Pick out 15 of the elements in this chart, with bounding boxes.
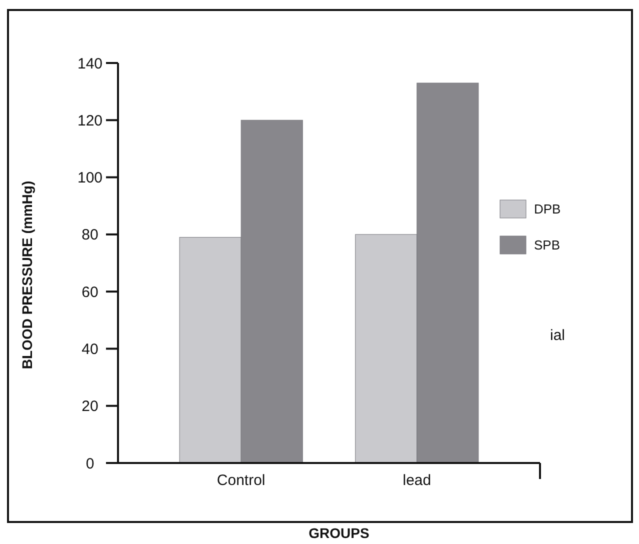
y-tick-label: 140	[77, 55, 103, 72]
text: ial	[550, 327, 566, 344]
y-axis-title: BLOOD PRESSURE (mmHg)	[19, 180, 35, 370]
y-tick-label: 0	[86, 455, 94, 472]
y-tick-label: 100	[77, 170, 103, 187]
legend-label: DPB	[534, 202, 561, 217]
x-tick-label: lead	[402, 472, 432, 489]
y-tick-label: 20	[82, 398, 98, 416]
y-tick-label: 40	[82, 340, 98, 358]
legend-label: SPB	[534, 238, 560, 253]
y-tick-label: 120	[77, 112, 103, 130]
x-tick-label: Control	[216, 472, 266, 489]
y-tick-label: 60	[82, 284, 98, 301]
y-tick-label: 80	[82, 226, 98, 244]
x-axis-title: GROUPS	[308, 525, 370, 541]
